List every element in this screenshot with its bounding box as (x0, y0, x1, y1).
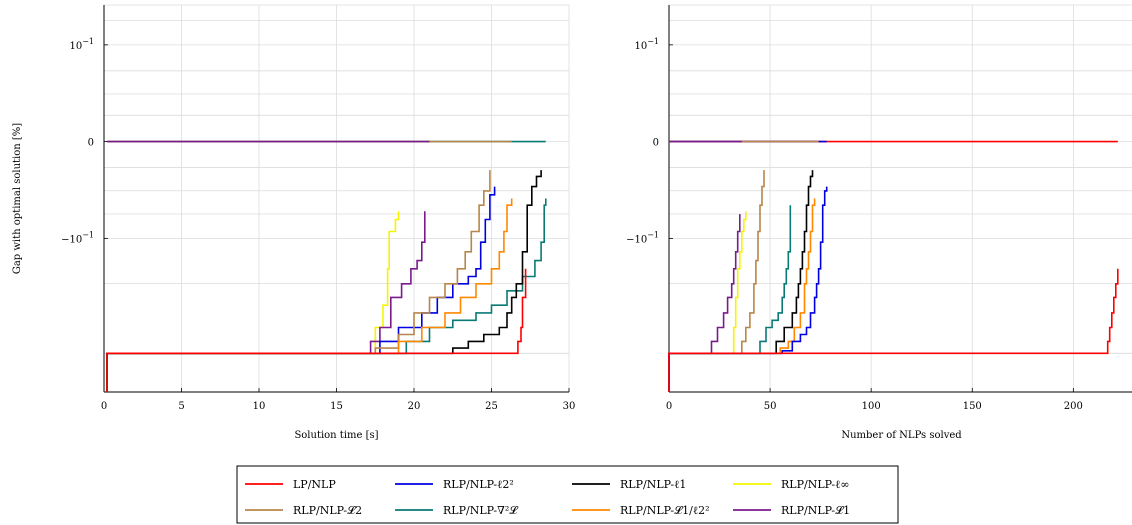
y-tick-label: 10−1 (634, 37, 659, 52)
legend-label: RLP/NLP-𝓛2 (293, 504, 362, 517)
y-tick-label: −10−1 (626, 230, 659, 245)
legend-label: RLP/NLP-ℓ2² (443, 478, 514, 491)
x-tick-label: 20 (408, 401, 421, 412)
x-tick-label: 15 (330, 401, 343, 412)
y-tick-label: −10−1 (61, 230, 94, 245)
x-tick-label: 150 (963, 401, 982, 412)
series-line-0 (668, 214, 741, 392)
y-tick-label: 0 (653, 138, 659, 149)
x-tick-label: 0 (101, 401, 107, 412)
legend-box (236, 465, 899, 524)
series-line-3 (668, 205, 792, 392)
x-tick-label: 10 (253, 401, 266, 412)
series-line-4 (106, 198, 547, 392)
series-line-7 (106, 268, 527, 392)
series-line-2 (668, 170, 765, 392)
series-line-4 (668, 170, 814, 392)
y-tick-label: 0 (88, 138, 94, 149)
legend: LP/NLP RLP/NLP-ℓ2² RLP/NLP-ℓ1 RLP/NLP-ℓ∞ RLP… (236, 465, 899, 524)
legend-label: RLP/NLP-𝓛1/ℓ2² (620, 504, 710, 517)
legend-label: RLP/NLP-𝓛1 (781, 504, 850, 517)
left-chart-panel: 0 5 10 15 20 25 30 10−1 0 −10−1 Solution time [s] G… (12, 4, 576, 441)
x-tick-label: 25 (485, 401, 498, 412)
y-axis-label: Gap with optimal solution [%] (12, 123, 23, 274)
x-tick-label: 200 (1064, 401, 1083, 412)
x-tick-label: 100 (862, 401, 881, 412)
x-axis-label: Number of NLPs solved (841, 430, 962, 441)
legend-label: RLP/NLP-ℓ1 (620, 478, 686, 491)
series-line-7 (668, 268, 1119, 392)
y-tick-label: 10−1 (69, 37, 94, 52)
series-line-6 (106, 170, 542, 392)
series-line-2 (106, 186, 496, 392)
legend-label: LP/NLP (293, 478, 336, 491)
series-line-5 (668, 198, 816, 392)
x-tick-label: 30 (563, 401, 576, 412)
x-tick-label: 0 (666, 401, 672, 412)
series-line-3 (106, 170, 491, 392)
legend-label: RLP/NLP-ℓ∞ (781, 478, 850, 491)
x-tick-label: 50 (764, 401, 777, 412)
x-axis-label: Solution time [s] (294, 430, 378, 441)
legend-label: RLP/NLP-∇²𝓛 (443, 504, 519, 517)
right-chart-panel: 0 50 100 150 200 10−1 0 −10−1 Number of NLPs sol… (626, 4, 1132, 441)
x-tick-label: 5 (178, 401, 184, 412)
series-line-5 (106, 198, 513, 392)
series-line-6 (668, 186, 828, 392)
